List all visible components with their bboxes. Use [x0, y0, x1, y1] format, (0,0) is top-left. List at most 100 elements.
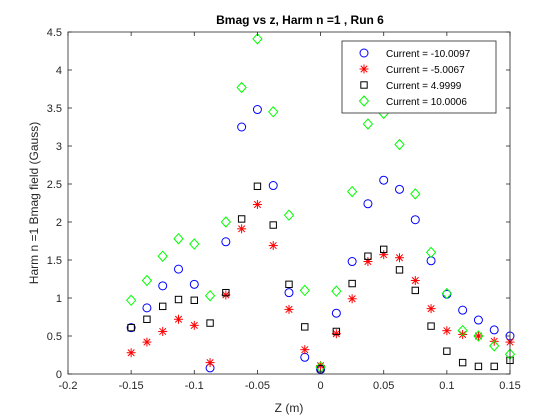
series-3	[127, 182, 514, 373]
y-tick-label: 0	[56, 369, 62, 381]
data-point-square	[206, 319, 214, 327]
data-point-circle	[379, 175, 389, 185]
data-point-square	[395, 266, 404, 274]
data-point-square	[490, 362, 498, 371]
data-point-square	[143, 315, 151, 323]
data-point-square	[222, 288, 230, 297]
x-tick-label: 0	[318, 380, 324, 392]
data-point-circle	[158, 281, 168, 291]
data-point-asterisk	[268, 241, 278, 251]
data-point-circle	[126, 323, 136, 333]
data-point-asterisk	[174, 314, 183, 324]
data-point-asterisk	[126, 348, 136, 358]
y-tick-label: 1	[56, 293, 62, 305]
data-point-diamond	[236, 81, 247, 94]
legend: Current = -10.0097 Current = -5.0067 Curre…	[341, 40, 497, 114]
data-point-asterisk	[158, 326, 168, 336]
data-point-diamond	[346, 185, 358, 198]
series-1	[126, 105, 515, 374]
data-point-asterisk	[458, 329, 468, 339]
y-tick-label: 4.5	[47, 27, 62, 39]
y-tick-label: 3.5	[47, 103, 62, 115]
data-point-circle	[395, 184, 404, 194]
data-point-diamond	[204, 289, 216, 302]
data-point-circle	[189, 279, 199, 289]
data-point-circle	[142, 303, 152, 313]
legend-marker-asterisk	[359, 64, 369, 74]
x-tick-label: -0.1	[185, 380, 204, 392]
data-point-diamond	[299, 284, 310, 297]
y-tick-label: 2.5	[47, 179, 62, 191]
series-2	[126, 200, 515, 371]
data-point-circle	[363, 199, 373, 209]
x-tick-label: 0.15	[499, 380, 520, 392]
data-point-diamond	[362, 118, 374, 130]
data-point-circle	[174, 264, 183, 274]
data-point-square	[348, 279, 356, 288]
legend-entry: Current = -5.0067	[359, 64, 465, 76]
data-point-asterisk	[410, 276, 420, 286]
legend-marker-diamond	[358, 95, 370, 107]
legend-marker-circle	[359, 48, 369, 58]
x-tick-label: -0.15	[119, 380, 144, 392]
data-point-square	[127, 323, 135, 332]
data-point-diamond	[331, 285, 342, 297]
data-point-asterisk	[395, 253, 404, 263]
data-point-square	[237, 215, 246, 223]
legend-marker-square	[360, 81, 368, 89]
y-tick-label: 3	[56, 141, 62, 153]
data-point-circle	[489, 325, 499, 335]
data-point-square	[474, 362, 483, 371]
data-point-diamond	[394, 138, 405, 151]
x-tick-label: 0.05	[373, 380, 394, 392]
data-point-asterisk	[284, 304, 294, 314]
data-point-square	[285, 280, 293, 289]
data-point-diamond	[425, 246, 437, 259]
data-point-circle	[221, 237, 231, 247]
x-tick-label: 0.1	[439, 380, 454, 392]
legend-entry: Current = -10.0097	[359, 48, 471, 60]
data-point-asterisk	[300, 345, 310, 355]
data-point-diamond	[141, 274, 153, 287]
data-point-square	[411, 286, 419, 295]
legend-label: Current = -5.0067	[386, 65, 465, 76]
data-point-diamond	[157, 250, 168, 262]
data-point-diamond	[283, 209, 295, 221]
data-point-diamond	[410, 188, 421, 200]
data-point-asterisk	[237, 224, 247, 234]
data-point-asterisk	[252, 200, 262, 210]
data-point-diamond	[268, 106, 279, 118]
y-tick-label: 0.5	[47, 331, 62, 343]
data-point-circle	[331, 308, 341, 318]
legend-entry: Current = 10.0006	[358, 95, 467, 108]
legend-label: Current = 4.9999	[386, 81, 462, 92]
data-point-asterisk	[473, 331, 483, 341]
data-point-square	[364, 252, 372, 260]
chart-title: Bmag vs z, Harm n =1 , Run 6	[216, 13, 384, 27]
x-tick-label: -0.2	[59, 380, 78, 392]
data-point-diamond	[441, 287, 453, 300]
data-point-diamond	[473, 330, 484, 342]
y-tick-label: 2	[56, 217, 62, 229]
data-point-diamond	[252, 33, 263, 45]
legend-entry: Current = 4.9999	[360, 81, 462, 92]
data-point-square	[190, 296, 198, 304]
data-point-asterisk	[347, 294, 357, 304]
data-point-circle	[268, 181, 278, 191]
data-point-asterisk	[205, 358, 215, 368]
data-point-square	[301, 323, 309, 331]
data-point-square	[159, 302, 167, 311]
x-axis-label: Z (m)	[275, 401, 304, 415]
data-point-diamond	[457, 324, 468, 337]
data-point-asterisk	[426, 304, 436, 314]
data-point-square	[269, 221, 277, 229]
data-point-circle	[284, 288, 294, 298]
data-point-diamond	[189, 238, 200, 250]
data-point-diamond	[220, 216, 232, 228]
data-point-circle	[237, 122, 247, 132]
legend-label: Current = 10.0006	[386, 97, 467, 108]
axes-box	[67, 31, 511, 375]
data-point-asterisk	[142, 337, 152, 347]
data-point-circle	[410, 215, 420, 225]
